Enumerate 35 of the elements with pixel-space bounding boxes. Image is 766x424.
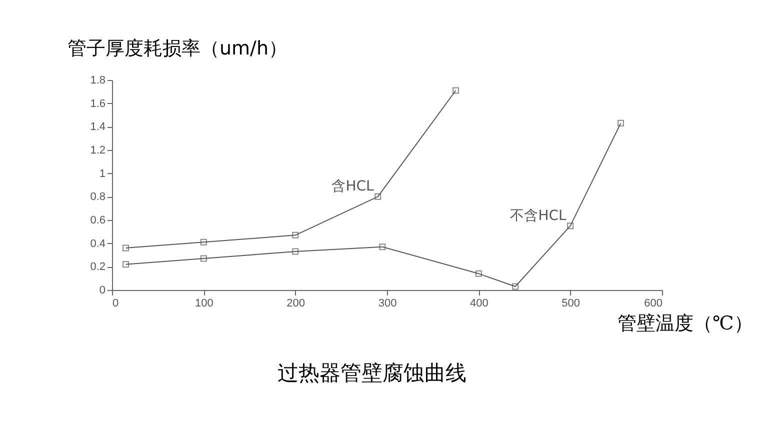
point xyxy=(200,255,207,262)
x-tick-label: 400 xyxy=(470,298,488,310)
x-tick-label: 600 xyxy=(644,298,662,310)
series-label: 含HCL xyxy=(332,178,374,195)
x-axis-title: 管壁温度（℃） xyxy=(618,312,753,334)
y-tick-label: 1.6 xyxy=(90,98,106,110)
y-tick-label: 0 xyxy=(99,284,106,296)
point xyxy=(122,261,129,268)
series-label: 不含HCL xyxy=(510,208,567,224)
text: 过热器管壁腐蚀曲线 xyxy=(278,361,466,385)
point xyxy=(475,270,482,277)
y-tick-label: 1.4 xyxy=(90,121,106,134)
x-tick-label: 100 xyxy=(194,298,214,310)
point xyxy=(379,244,386,250)
x-tick-label: 0 xyxy=(112,298,119,310)
y-tick-label: 0.6 xyxy=(90,214,106,226)
point xyxy=(618,120,624,126)
x-tick-label: 200 xyxy=(286,298,306,310)
x-tick-label: 300 xyxy=(378,298,397,310)
y-tick-label: 1.8 xyxy=(90,74,106,86)
point xyxy=(200,238,207,246)
point xyxy=(512,283,519,290)
point xyxy=(567,222,574,230)
y-tick-label: 1 xyxy=(99,168,106,180)
y-tick-label: 1.2 xyxy=(90,144,106,156)
point xyxy=(452,87,459,94)
point xyxy=(292,248,299,255)
y-tick-label: 0.2 xyxy=(90,261,106,274)
point xyxy=(374,193,382,200)
x-tick-label: 500 xyxy=(562,298,580,310)
point xyxy=(122,244,129,252)
y-axis-title: 管子厚度耗损率（um/h） xyxy=(68,38,288,60)
y-tick-label: 0.4 xyxy=(90,238,106,250)
point xyxy=(292,232,299,238)
y-tick-label: 0.8 xyxy=(90,191,106,204)
